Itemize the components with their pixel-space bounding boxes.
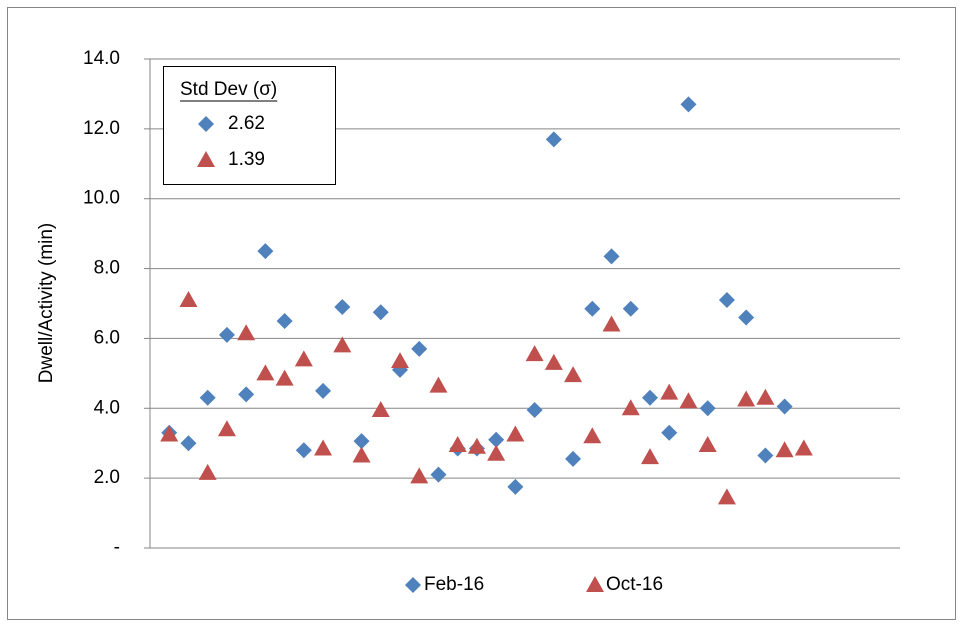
diamond-marker (738, 309, 755, 326)
triangle-marker (641, 448, 659, 465)
triangle-marker (717, 488, 736, 505)
triangle-marker (737, 390, 756, 407)
diamond-marker (680, 96, 697, 113)
triangle-marker (217, 420, 236, 437)
stats-value: 1.39 (228, 149, 265, 170)
diamond-marker (699, 400, 716, 417)
diamond-marker (718, 292, 735, 309)
triangle-marker (314, 439, 333, 456)
y-tick-label: - (114, 537, 120, 558)
triangle-marker (660, 383, 679, 400)
diamond-marker (334, 298, 351, 315)
y-tick-label: 2.0 (94, 467, 120, 488)
triangle-marker (775, 441, 794, 458)
diamond-marker (622, 300, 639, 317)
diamond-marker (353, 433, 370, 450)
y-tick-label: 4.0 (94, 397, 120, 418)
triangle-marker (506, 425, 525, 442)
diamond-marker (584, 300, 601, 317)
diamond-marker (405, 577, 421, 593)
triangle-marker (621, 399, 640, 416)
diamond-marker (199, 389, 216, 406)
y-axis-title: Dwell/Activity (min) (36, 223, 57, 383)
diamond-marker (198, 116, 214, 132)
diamond-marker (276, 312, 293, 329)
diamond-marker (257, 243, 274, 260)
triangle-marker (352, 446, 371, 463)
diamond-marker (507, 478, 524, 495)
triangle-marker (198, 463, 217, 480)
diamond-marker (603, 248, 620, 265)
triangle-marker (586, 576, 604, 592)
triangle-marker (256, 364, 275, 381)
triangle-marker (544, 353, 563, 370)
triangle-marker (371, 401, 390, 418)
triangle-marker (391, 352, 409, 369)
legend-label: Oct-16 (606, 574, 663, 595)
diamond-marker (757, 447, 774, 464)
diamond-marker (642, 389, 658, 406)
diamond-marker (488, 431, 505, 448)
stats-value: 2.62 (228, 113, 265, 134)
triangle-marker (160, 425, 179, 442)
triangle-marker (410, 467, 429, 484)
diamond-marker (526, 402, 543, 419)
triangle-marker (602, 315, 621, 332)
diamond-marker (372, 304, 389, 321)
diamond-marker (776, 398, 793, 415)
triangle-marker (237, 324, 256, 341)
diamond-marker (295, 442, 312, 459)
diamond-marker (180, 435, 197, 452)
diamond-marker (565, 450, 582, 467)
triangle-marker (294, 350, 313, 367)
y-tick-label: 10.0 (83, 188, 120, 209)
diamond-marker (545, 131, 562, 148)
legend-label: Feb-16 (424, 574, 484, 595)
triangle-marker (429, 376, 448, 393)
diamond-marker (411, 340, 428, 357)
triangle-marker (448, 435, 467, 452)
triangle-marker (756, 388, 775, 405)
diamond-marker (430, 466, 447, 483)
y-tick-label: 8.0 (94, 258, 120, 279)
triangle-marker (564, 366, 583, 383)
y-tick-label: 6.0 (94, 327, 120, 348)
triangle-marker (275, 369, 294, 386)
triangle-marker (583, 427, 602, 444)
diamond-marker (238, 386, 255, 403)
stats-box (163, 66, 336, 185)
y-tick-label: 12.0 (83, 118, 120, 139)
triangle-marker (698, 435, 717, 452)
triangle-marker (197, 151, 215, 167)
diamond-marker (218, 326, 235, 343)
triangle-marker (487, 444, 506, 461)
triangle-marker (525, 345, 544, 362)
triangle-marker (179, 291, 198, 308)
triangle-marker (679, 392, 698, 409)
diamond-marker (661, 424, 678, 441)
triangle-marker (333, 336, 352, 353)
y-tick-label: 14.0 (83, 48, 120, 69)
triangle-marker (794, 439, 813, 456)
triangle-marker (467, 437, 486, 454)
diamond-marker (315, 382, 332, 399)
stats-title: Std Dev (σ) (180, 79, 277, 100)
